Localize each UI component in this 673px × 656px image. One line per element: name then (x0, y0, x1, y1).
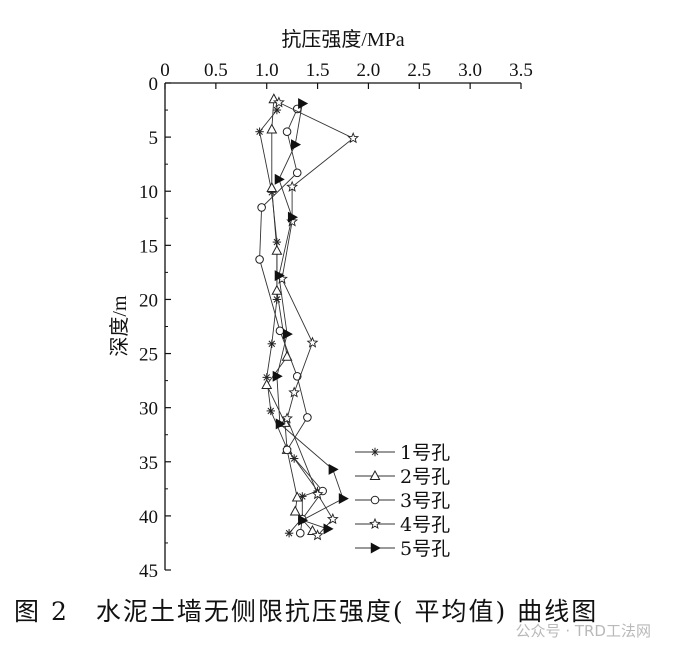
data-point (370, 495, 380, 505)
y-tick-label: 40 (139, 507, 158, 528)
data-point (272, 105, 282, 115)
legend-label: 1号孔 (400, 442, 450, 464)
data-point (275, 326, 285, 336)
watermark-text: 公众号 · TRD工法网 (515, 622, 651, 640)
series-4 (273, 96, 360, 541)
data-point (272, 370, 283, 382)
data-point (306, 336, 319, 348)
y-tick-label: 0 (149, 74, 159, 95)
legend-item: 1号孔 (355, 442, 450, 464)
x-tick-label: 3.0 (458, 60, 482, 81)
x-tick-label: 0.5 (204, 60, 228, 81)
x-tick-label: 3.5 (509, 60, 533, 81)
figure-caption: 图 2 水泥土墙无侧限抗压强度( 平均值) 曲线图 (14, 597, 599, 626)
y-tick-label: 5 (149, 128, 159, 149)
legend-item: 3号孔 (355, 490, 450, 512)
data-point (286, 180, 299, 192)
y-tick-label: 15 (139, 236, 158, 257)
data-point (272, 295, 282, 304)
data-point (303, 413, 312, 422)
data-point (298, 98, 309, 110)
legend-label: 3号孔 (400, 490, 450, 512)
data-point (267, 339, 276, 349)
data-point (274, 270, 285, 282)
data-point (370, 542, 381, 554)
series-3 (255, 104, 327, 538)
data-point (323, 523, 334, 535)
data-point (292, 168, 302, 178)
legend-label: 2号孔 (400, 466, 450, 488)
data-point (273, 96, 285, 108)
y-tick-label: 45 (139, 561, 158, 582)
data-point (298, 514, 309, 526)
y-tick-label: 20 (139, 290, 158, 311)
x-axis-label: 抗压强度/MPa (281, 28, 404, 51)
data-point (311, 488, 324, 500)
data-point (261, 378, 273, 389)
series-line (278, 102, 355, 536)
data-point (255, 127, 264, 136)
x-tick-label: 0 (160, 60, 170, 81)
series-2 (261, 93, 318, 536)
data-point (266, 123, 278, 134)
data-point (291, 491, 303, 502)
data-point (282, 445, 292, 455)
data-point (347, 131, 360, 144)
data-point (370, 447, 380, 457)
data-point (328, 463, 339, 475)
data-point (271, 284, 283, 295)
data-point (289, 505, 301, 516)
data-point (369, 469, 381, 480)
data-point (281, 412, 293, 424)
data-point (266, 406, 275, 416)
data-point (266, 181, 278, 192)
legend-item: 5号孔 (355, 538, 450, 560)
data-point (275, 418, 286, 430)
series-1 (255, 105, 322, 538)
y-axis-label: 深度/m (108, 295, 131, 357)
x-tick-label: 2.5 (407, 60, 431, 81)
legend-label: 4号孔 (400, 514, 450, 536)
series-line (276, 103, 344, 530)
y-tick-label: 30 (139, 399, 158, 420)
data-point (282, 328, 293, 340)
legend-item: 4号孔 (355, 514, 450, 536)
data-point (284, 529, 294, 538)
series-layer (255, 93, 360, 541)
data-point (262, 373, 271, 382)
data-point (255, 255, 264, 264)
y-tick-label: 10 (139, 182, 158, 203)
data-point (271, 244, 283, 255)
x-tick-label: 1.5 (306, 60, 330, 81)
data-point (274, 173, 285, 185)
x-tick-label: 1.0 (255, 60, 279, 81)
data-point (326, 512, 339, 525)
data-point (282, 127, 292, 136)
data-point (311, 529, 324, 541)
data-point (369, 517, 381, 530)
y-tick-label: 25 (139, 345, 158, 366)
x-tick-label: 2.0 (357, 60, 381, 81)
data-point (287, 211, 298, 223)
data-point (257, 203, 266, 212)
data-point (290, 139, 302, 151)
y-tick-label: 35 (139, 453, 158, 474)
data-point (307, 524, 318, 536)
series-line (266, 99, 313, 532)
legend-label: 5号孔 (400, 538, 450, 560)
data-point (338, 493, 349, 505)
data-point (295, 528, 305, 538)
data-point (288, 386, 301, 398)
chart-axes: 0 0.5 1.0 1.5 2.0 2.5 3.0 3.5 0 5 10 15 20 25 30 35 40 45 (139, 60, 533, 582)
series-5 (272, 98, 349, 535)
legend-item: 2号孔 (355, 466, 450, 488)
